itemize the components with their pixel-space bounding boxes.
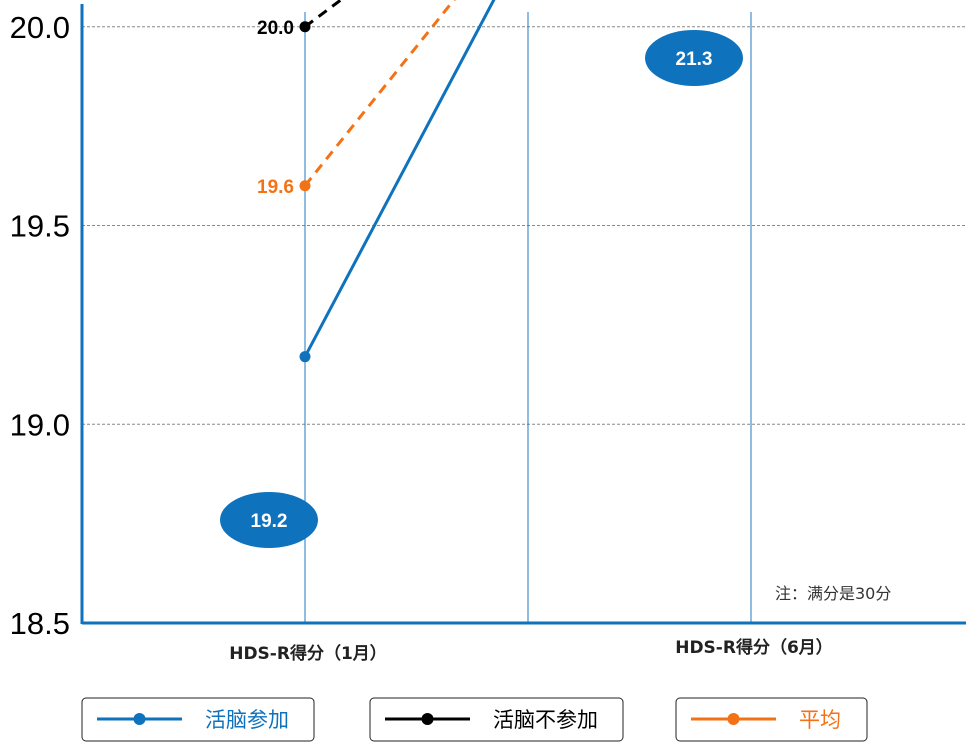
x-tick-label: HDS-R得分（1月）: [229, 643, 387, 664]
data-label-bubble: [220, 492, 318, 548]
legend-box: [369, 697, 624, 742]
legend-item: 活脑参加: [81, 697, 315, 742]
series-line: [303, 0, 496, 358]
y-tick-label: 18.5: [10, 606, 70, 641]
x-tick-label: HDS-R得分（6月）: [675, 637, 833, 658]
legend-label: 活脑不参加: [493, 708, 598, 732]
legend-label: 活脑参加: [205, 708, 289, 732]
y-axis-ticks: 18.519.019.520.020.521.021.5: [10, 10, 70, 641]
legend-item: 活脑不参加: [369, 697, 624, 742]
legend-box: [81, 697, 315, 742]
axes: [80, 4, 966, 625]
data-point: [299, 21, 311, 33]
y-tick-label: 20.0: [10, 10, 70, 45]
legend-item: 平均: [675, 697, 868, 742]
legend: 活脑参加 活脑不参加 平均: [81, 697, 868, 742]
chart-note: 注：满分是30分: [775, 584, 891, 603]
data-label: 20.0: [257, 18, 294, 39]
series-group: [299, 0, 496, 363]
legend-marker: [421, 713, 434, 725]
y-tick-label: 19.0: [10, 407, 70, 442]
legend-label: 平均: [799, 708, 841, 732]
data-label: 21.3: [676, 49, 713, 70]
legend-marker: [727, 713, 740, 725]
data-point: [299, 351, 311, 363]
data-label: 19.6: [257, 177, 294, 198]
gridlines: [82, 26, 966, 425]
data-label: 19.2: [251, 511, 288, 532]
y-tick-label: 19.5: [10, 209, 70, 244]
legend-marker: [133, 713, 146, 725]
data-label-bubble: [645, 30, 743, 86]
data-point: [299, 180, 311, 192]
data-labels: 19.221.320.020.819.621.0: [220, 18, 743, 548]
x-axis-ticks: HDS-R得分（1月） HDS-R得分（6月）: [229, 637, 833, 664]
